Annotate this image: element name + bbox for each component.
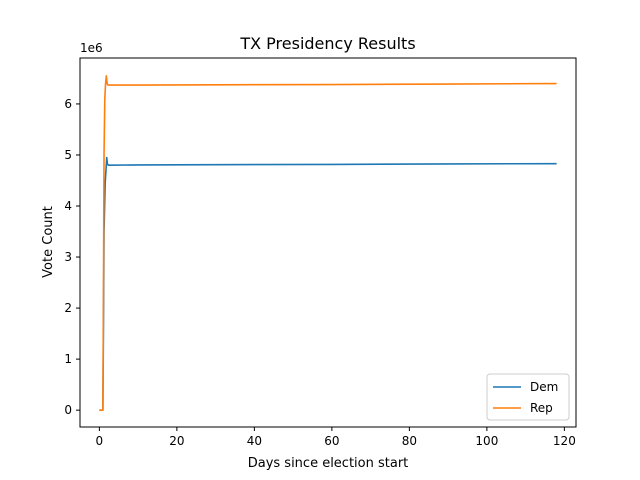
x-tick-label: 0 (96, 434, 104, 448)
x-axis-label: Days since election start (248, 456, 409, 471)
y-axis-label: Vote Count (41, 206, 56, 278)
series-line-rep (99, 75, 557, 411)
plot-frame (79, 57, 577, 428)
x-tick-label: 80 (402, 434, 417, 448)
x-tick-label: 20 (169, 434, 184, 448)
y-tick-label: 4 (64, 199, 72, 213)
y-tick-label: 0 (64, 403, 72, 417)
chart-title: TX Presidency Results (239, 34, 415, 53)
y-offset-text: 1e6 (80, 41, 103, 55)
x-tick-label: 60 (324, 434, 339, 448)
series-lines (99, 75, 557, 411)
legend: Dem Rep (486, 373, 570, 421)
y-axis-ticks: 0 1 2 3 4 5 6 (64, 97, 80, 417)
y-tick-label: 1 (64, 352, 72, 366)
x-tick-label: 40 (247, 434, 262, 448)
legend-label-dem: Dem (530, 380, 558, 394)
series-line-dem (99, 156, 557, 411)
y-tick-label: 6 (64, 97, 72, 111)
x-axis-ticks: 0 20 40 60 80 100 120 (96, 427, 576, 448)
x-tick-label: 120 (553, 434, 576, 448)
y-tick-label: 5 (64, 148, 72, 162)
x-tick-label: 100 (475, 434, 498, 448)
legend-label-rep: Rep (530, 401, 553, 415)
y-tick-label: 3 (64, 250, 72, 264)
y-tick-label: 2 (64, 301, 72, 315)
